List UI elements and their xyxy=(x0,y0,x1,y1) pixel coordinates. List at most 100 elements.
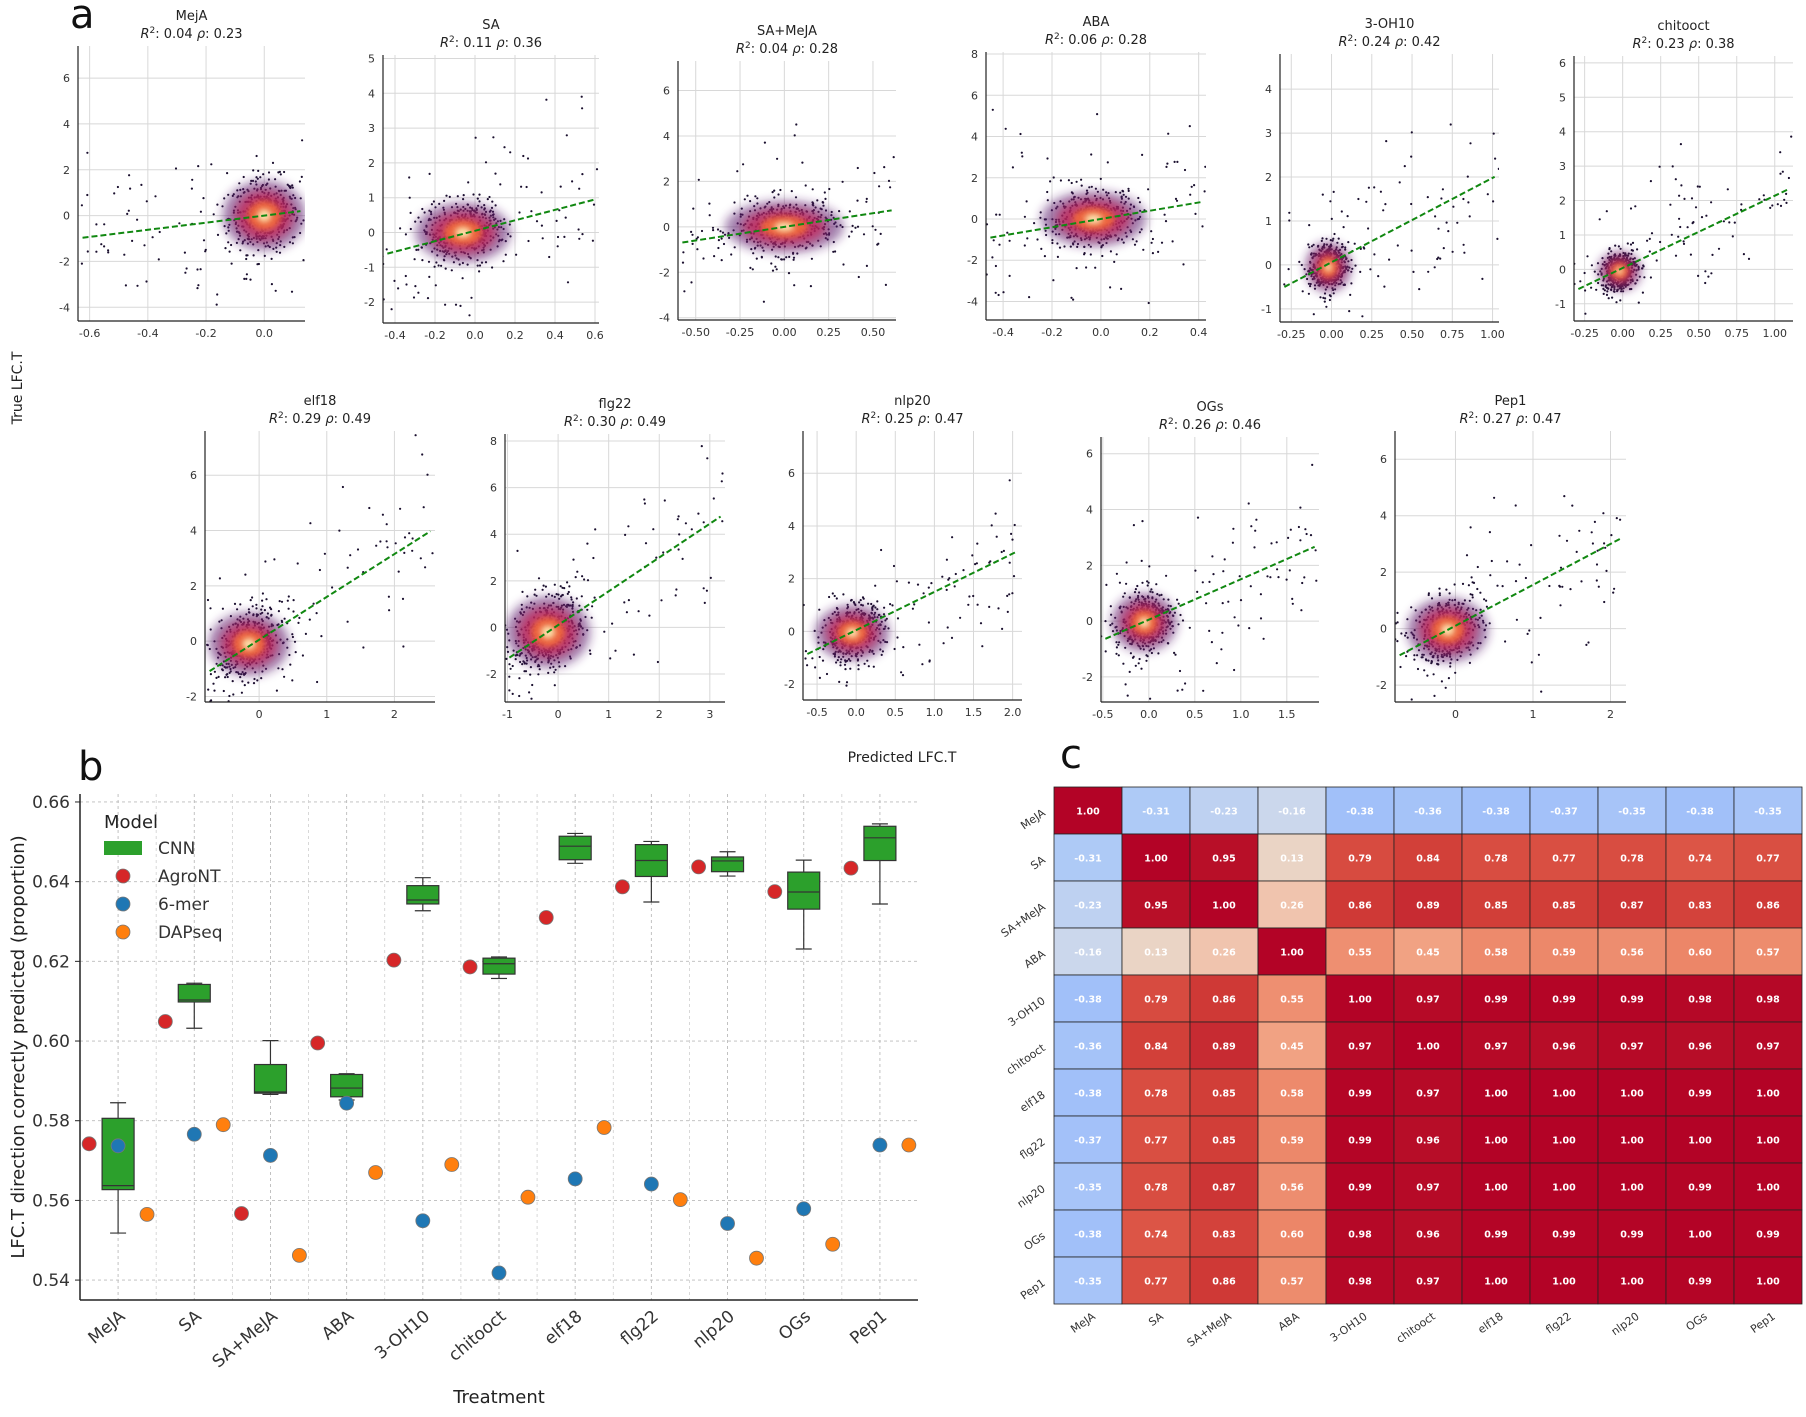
subplot-stats: R2: 0.25 ρ: 0.47 xyxy=(861,411,963,427)
scatter-point xyxy=(818,676,822,680)
x-tick-label: 0.0 xyxy=(256,327,274,340)
scatter-point xyxy=(809,285,813,288)
scatter-point xyxy=(1283,283,1286,286)
scatter-point xyxy=(821,659,825,662)
scatter-point xyxy=(1679,143,1682,146)
scatter-point xyxy=(209,628,212,631)
scatter-point xyxy=(1439,257,1442,260)
scatter-point xyxy=(1083,252,1086,255)
scatter-point xyxy=(712,229,715,232)
scatter-point xyxy=(1586,255,1589,258)
x-tick-label: 1 xyxy=(323,708,330,721)
scatter-point xyxy=(1678,194,1681,197)
scatter-point xyxy=(1636,248,1639,251)
scatter-point xyxy=(1319,296,1322,299)
scatter-point xyxy=(240,691,243,694)
scatter-point xyxy=(893,647,896,651)
scatter-point xyxy=(1363,247,1366,250)
scatter-point xyxy=(252,169,255,172)
scatter-point xyxy=(792,256,796,259)
scatter-point xyxy=(80,204,83,207)
scatter-point xyxy=(1590,286,1593,289)
scatter-point xyxy=(1697,274,1700,277)
x-tick-label: 1.0 xyxy=(926,706,944,719)
scatter-point xyxy=(1083,245,1086,248)
scatter-point xyxy=(1165,165,1168,168)
scatter-point xyxy=(1690,197,1694,200)
scatter-point xyxy=(711,226,715,229)
scatter-point xyxy=(426,297,430,300)
x-tick-label: -0.2 xyxy=(424,329,445,342)
scatter-point xyxy=(1468,215,1471,218)
scatter-point xyxy=(508,663,511,666)
scatter-point xyxy=(213,670,216,673)
scatter-point xyxy=(390,308,393,311)
scatter-point xyxy=(559,185,562,188)
x-tick-label: 0.6 xyxy=(586,329,604,342)
scatter-point xyxy=(1590,264,1593,267)
scatter-point xyxy=(700,445,703,448)
scatter-point xyxy=(1056,242,1059,245)
scatter-point xyxy=(397,287,400,290)
scatter-point xyxy=(1649,276,1652,279)
scatter-point xyxy=(721,520,724,523)
scatter-point xyxy=(918,643,921,646)
scatter-point xyxy=(245,277,248,280)
scatter-point xyxy=(1403,165,1406,168)
scatter-point xyxy=(232,693,235,696)
scatter-point xyxy=(478,193,481,196)
scatter-point xyxy=(1051,239,1054,242)
scatter-point xyxy=(375,544,378,547)
y-tick-label: 2 xyxy=(490,575,497,588)
scatter-point xyxy=(1309,285,1312,288)
scatter-point xyxy=(1593,270,1596,273)
subplot-stats: R2: 0.24 ρ: 0.42 xyxy=(1338,34,1440,50)
scatter-point xyxy=(1307,282,1310,285)
scatter-point xyxy=(1763,198,1766,201)
scatter-point xyxy=(215,676,218,680)
scatter-point xyxy=(298,180,301,183)
scatter-point xyxy=(100,243,103,246)
scatter-point xyxy=(1100,246,1103,249)
scatter-point xyxy=(243,684,246,687)
y-tick-label: 2 xyxy=(1559,195,1566,208)
scatter-point xyxy=(243,277,246,280)
scatter-point xyxy=(945,588,948,592)
scatter-point xyxy=(283,617,286,620)
scatter-point xyxy=(988,605,991,609)
scatter-point xyxy=(1046,190,1049,194)
scatter-point xyxy=(1288,219,1291,222)
y-tick-label: 3 xyxy=(1559,160,1566,173)
scatter-point xyxy=(1584,289,1587,292)
y-tick-label: -2 xyxy=(59,255,70,268)
scatter-point xyxy=(537,673,540,676)
scatter-point xyxy=(1008,561,1011,564)
scatter-point xyxy=(991,108,994,111)
scatter-point xyxy=(253,677,256,681)
scatter-point xyxy=(1747,257,1751,260)
scatter-point xyxy=(245,257,248,261)
scatter-point xyxy=(779,188,782,192)
scatter-point xyxy=(216,203,219,206)
scatter-point xyxy=(486,198,489,201)
scatter-point xyxy=(255,176,258,179)
scatter-point xyxy=(478,264,482,267)
scatter-point xyxy=(256,177,259,180)
scatter-point xyxy=(583,578,586,581)
scatter-point xyxy=(506,646,509,649)
scatter-point xyxy=(1332,190,1335,193)
scatter-point xyxy=(255,607,258,610)
scatter-point xyxy=(1174,197,1178,200)
scatter-point xyxy=(239,676,242,679)
scatter-point xyxy=(823,191,826,194)
scatter-point xyxy=(278,600,281,603)
scatter-point xyxy=(1122,193,1125,196)
scatter-point xyxy=(385,248,388,251)
scatter-point xyxy=(1382,209,1385,212)
scatter-point xyxy=(1742,253,1745,256)
scatter-point xyxy=(291,679,294,682)
scatter-point xyxy=(270,283,273,286)
scatter-point xyxy=(245,273,248,276)
scatter-point xyxy=(212,682,215,685)
scatter-point xyxy=(1310,245,1314,248)
